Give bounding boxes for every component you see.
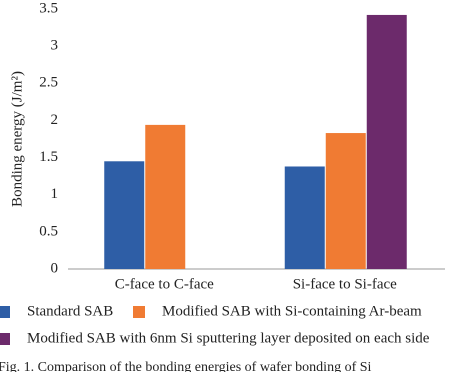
bar bbox=[145, 124, 186, 269]
x-tick-label: C-face to C-face bbox=[115, 276, 214, 292]
legend-swatch bbox=[0, 333, 10, 345]
y-tick-label: 2.5 bbox=[39, 75, 58, 91]
legend-label: Modified SAB with Si-containing Ar-beam bbox=[162, 303, 422, 319]
bar bbox=[284, 166, 325, 269]
legend-swatch bbox=[0, 306, 10, 318]
caption: Fig. 1. Comparison of the bonding energi… bbox=[0, 360, 372, 372]
y-tick-label: 0.5 bbox=[39, 223, 58, 239]
legend-label: Modified SAB with 6nm Si sputtering laye… bbox=[27, 330, 430, 346]
bar bbox=[104, 161, 145, 269]
x-tick-label: Si-face to Si-face bbox=[293, 276, 397, 292]
y-tick-label: 3 bbox=[51, 38, 59, 54]
y-tick-label: 2 bbox=[51, 112, 59, 128]
y-tick-label: 1 bbox=[51, 186, 59, 202]
legend-swatch bbox=[133, 306, 145, 318]
y-axis-label: Bonding energy (J/m²) bbox=[9, 71, 25, 207]
y-tick-label: 3.5 bbox=[39, 0, 58, 16]
y-tick-label: 1.5 bbox=[39, 149, 58, 165]
y-tick-label: 0 bbox=[51, 260, 59, 276]
bar bbox=[366, 14, 407, 270]
bar bbox=[325, 133, 366, 269]
legend-label: Standard SAB bbox=[27, 303, 113, 319]
